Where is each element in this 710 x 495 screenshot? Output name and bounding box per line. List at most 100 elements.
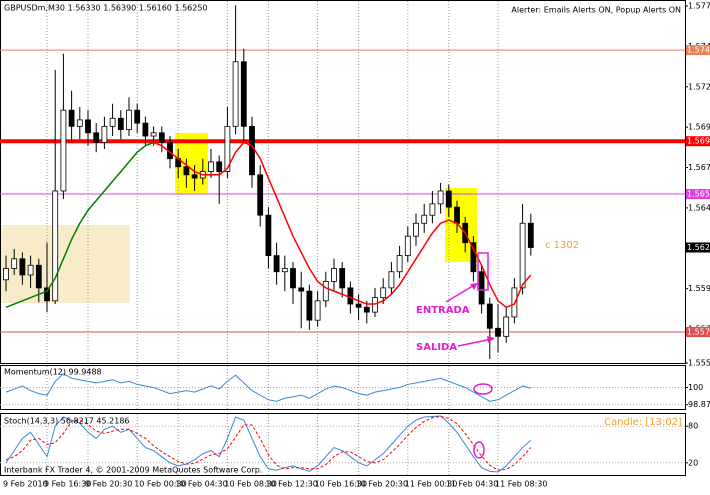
candle-body: [126, 109, 132, 130]
chart-subtitle: Alerter: Emails Alerts ON, Popup Alerts …: [511, 6, 681, 15]
level-label-box: [686, 45, 710, 56]
last-price-label: 1.56250: [687, 243, 710, 252]
candle-body: [27, 264, 34, 276]
level-label: 1.56908: [687, 137, 710, 146]
x-tick-label: 11 Feb 08:30: [495, 480, 547, 489]
candle-body: [93, 132, 100, 143]
candle-body: [298, 287, 305, 292]
candle-body: [19, 258, 26, 276]
arrow-head: [487, 336, 495, 343]
candle-body: [183, 166, 190, 176]
chart-title: GBPUSDm,M30 1.56330 1.56390 1.56160 1.56…: [4, 4, 208, 13]
candle-body: [208, 161, 214, 172]
annotation: c 1302: [545, 240, 579, 251]
candle-body: [519, 222, 526, 289]
candle-body: [142, 122, 149, 137]
candle-body: [437, 190, 444, 205]
last-price-box: [686, 242, 710, 253]
panel-frame: [0, 0, 686, 364]
candle-body: [191, 174, 198, 179]
candle-body: [117, 117, 124, 130]
candle-body: [52, 190, 59, 302]
panel-title: Stoch(14,3,3) 56.8217 45.2186: [4, 417, 130, 426]
y-tick-label: 1.56495: [688, 203, 710, 212]
footer: Interbank FX Trader 4, © 2001-2009 MetaQ…: [4, 466, 262, 475]
candle-body: [216, 161, 223, 172]
candle-body: [68, 109, 75, 127]
candle-body: [331, 268, 337, 282]
level-label: 1.56581: [687, 190, 710, 199]
candle-body: [380, 287, 387, 298]
y-tick-label: 1.57745: [688, 2, 710, 11]
candle-body: [527, 222, 534, 248]
candle-body: [478, 271, 485, 305]
level-label: 1.55727: [687, 327, 710, 336]
level-label-box: [686, 189, 710, 200]
candle-body: [249, 125, 255, 176]
candle-body: [150, 132, 157, 137]
series-line: [5, 373, 531, 402]
annotation: ENTRADA: [416, 305, 470, 316]
candle-body: [503, 316, 510, 337]
level-label-box: [686, 136, 710, 147]
panel-frame: [0, 413, 686, 476]
candle-body: [232, 61, 239, 127]
y-tick-label: 1.56995: [688, 123, 710, 132]
candle-body: [306, 290, 313, 321]
y-tick-label: 1.55535: [688, 359, 710, 368]
candle-body: [347, 287, 354, 305]
candle-body: [257, 174, 264, 216]
y-tick-label: 1.55995: [688, 284, 710, 293]
x-tick-label: 10 Feb 00:30: [134, 480, 186, 489]
candle-body: [495, 327, 501, 337]
candle-body: [290, 268, 296, 289]
y-tick-label: 98.8785: [688, 400, 710, 409]
panel-title: Momentum(12) 99.9488: [4, 368, 102, 377]
x-tick-label: 10 Feb 16:30: [315, 480, 367, 489]
candle-body: [158, 132, 165, 143]
series-line: [5, 141, 154, 308]
candle-body: [240, 61, 247, 127]
arrow: [445, 283, 477, 303]
candle-body: [404, 235, 411, 256]
candle-body: [314, 300, 321, 321]
candle-body: [76, 119, 83, 127]
candle-body: [44, 287, 50, 302]
y-tick-label: 1.56745: [688, 163, 710, 172]
series-line: [5, 415, 532, 473]
candle-body: [101, 125, 108, 143]
candle-body: [35, 264, 42, 289]
x-tick-label: 9 Feb 2010: [3, 480, 48, 489]
candle-body: [281, 268, 288, 273]
candle-body: [224, 125, 231, 172]
y-tick-label: 80: [688, 422, 698, 431]
arrow: [457, 338, 493, 347]
candle-body: [486, 303, 493, 329]
candle-body: [454, 206, 460, 224]
candle-body: [470, 242, 477, 273]
candle-body: [11, 258, 18, 269]
candle-body: [355, 303, 362, 308]
candle-body: [388, 271, 395, 289]
entry-box: [477, 252, 489, 291]
candle-timer: Candle: [13:02]: [604, 417, 682, 428]
candle-body: [60, 109, 67, 192]
y-tick-label: 1.57245: [688, 82, 710, 91]
candle-body: [339, 268, 346, 289]
candle-body: [265, 214, 272, 256]
candle-body: [413, 222, 419, 237]
x-tick-label: 9 Feb 20:30: [85, 480, 132, 489]
candle-body: [134, 109, 141, 124]
marker-ellipse: [473, 383, 493, 395]
y-tick-label: 100: [688, 383, 703, 392]
candle-body: [109, 117, 116, 127]
x-tick-label: 11 Feb 00:30: [405, 480, 457, 489]
x-tick-label: 10 Feb 08:30: [224, 480, 276, 489]
candle-body: [429, 203, 436, 216]
level-label-box: [686, 326, 710, 337]
candle-body: [85, 119, 91, 134]
candle-body: [273, 255, 280, 273]
candle-body: [3, 268, 9, 281]
